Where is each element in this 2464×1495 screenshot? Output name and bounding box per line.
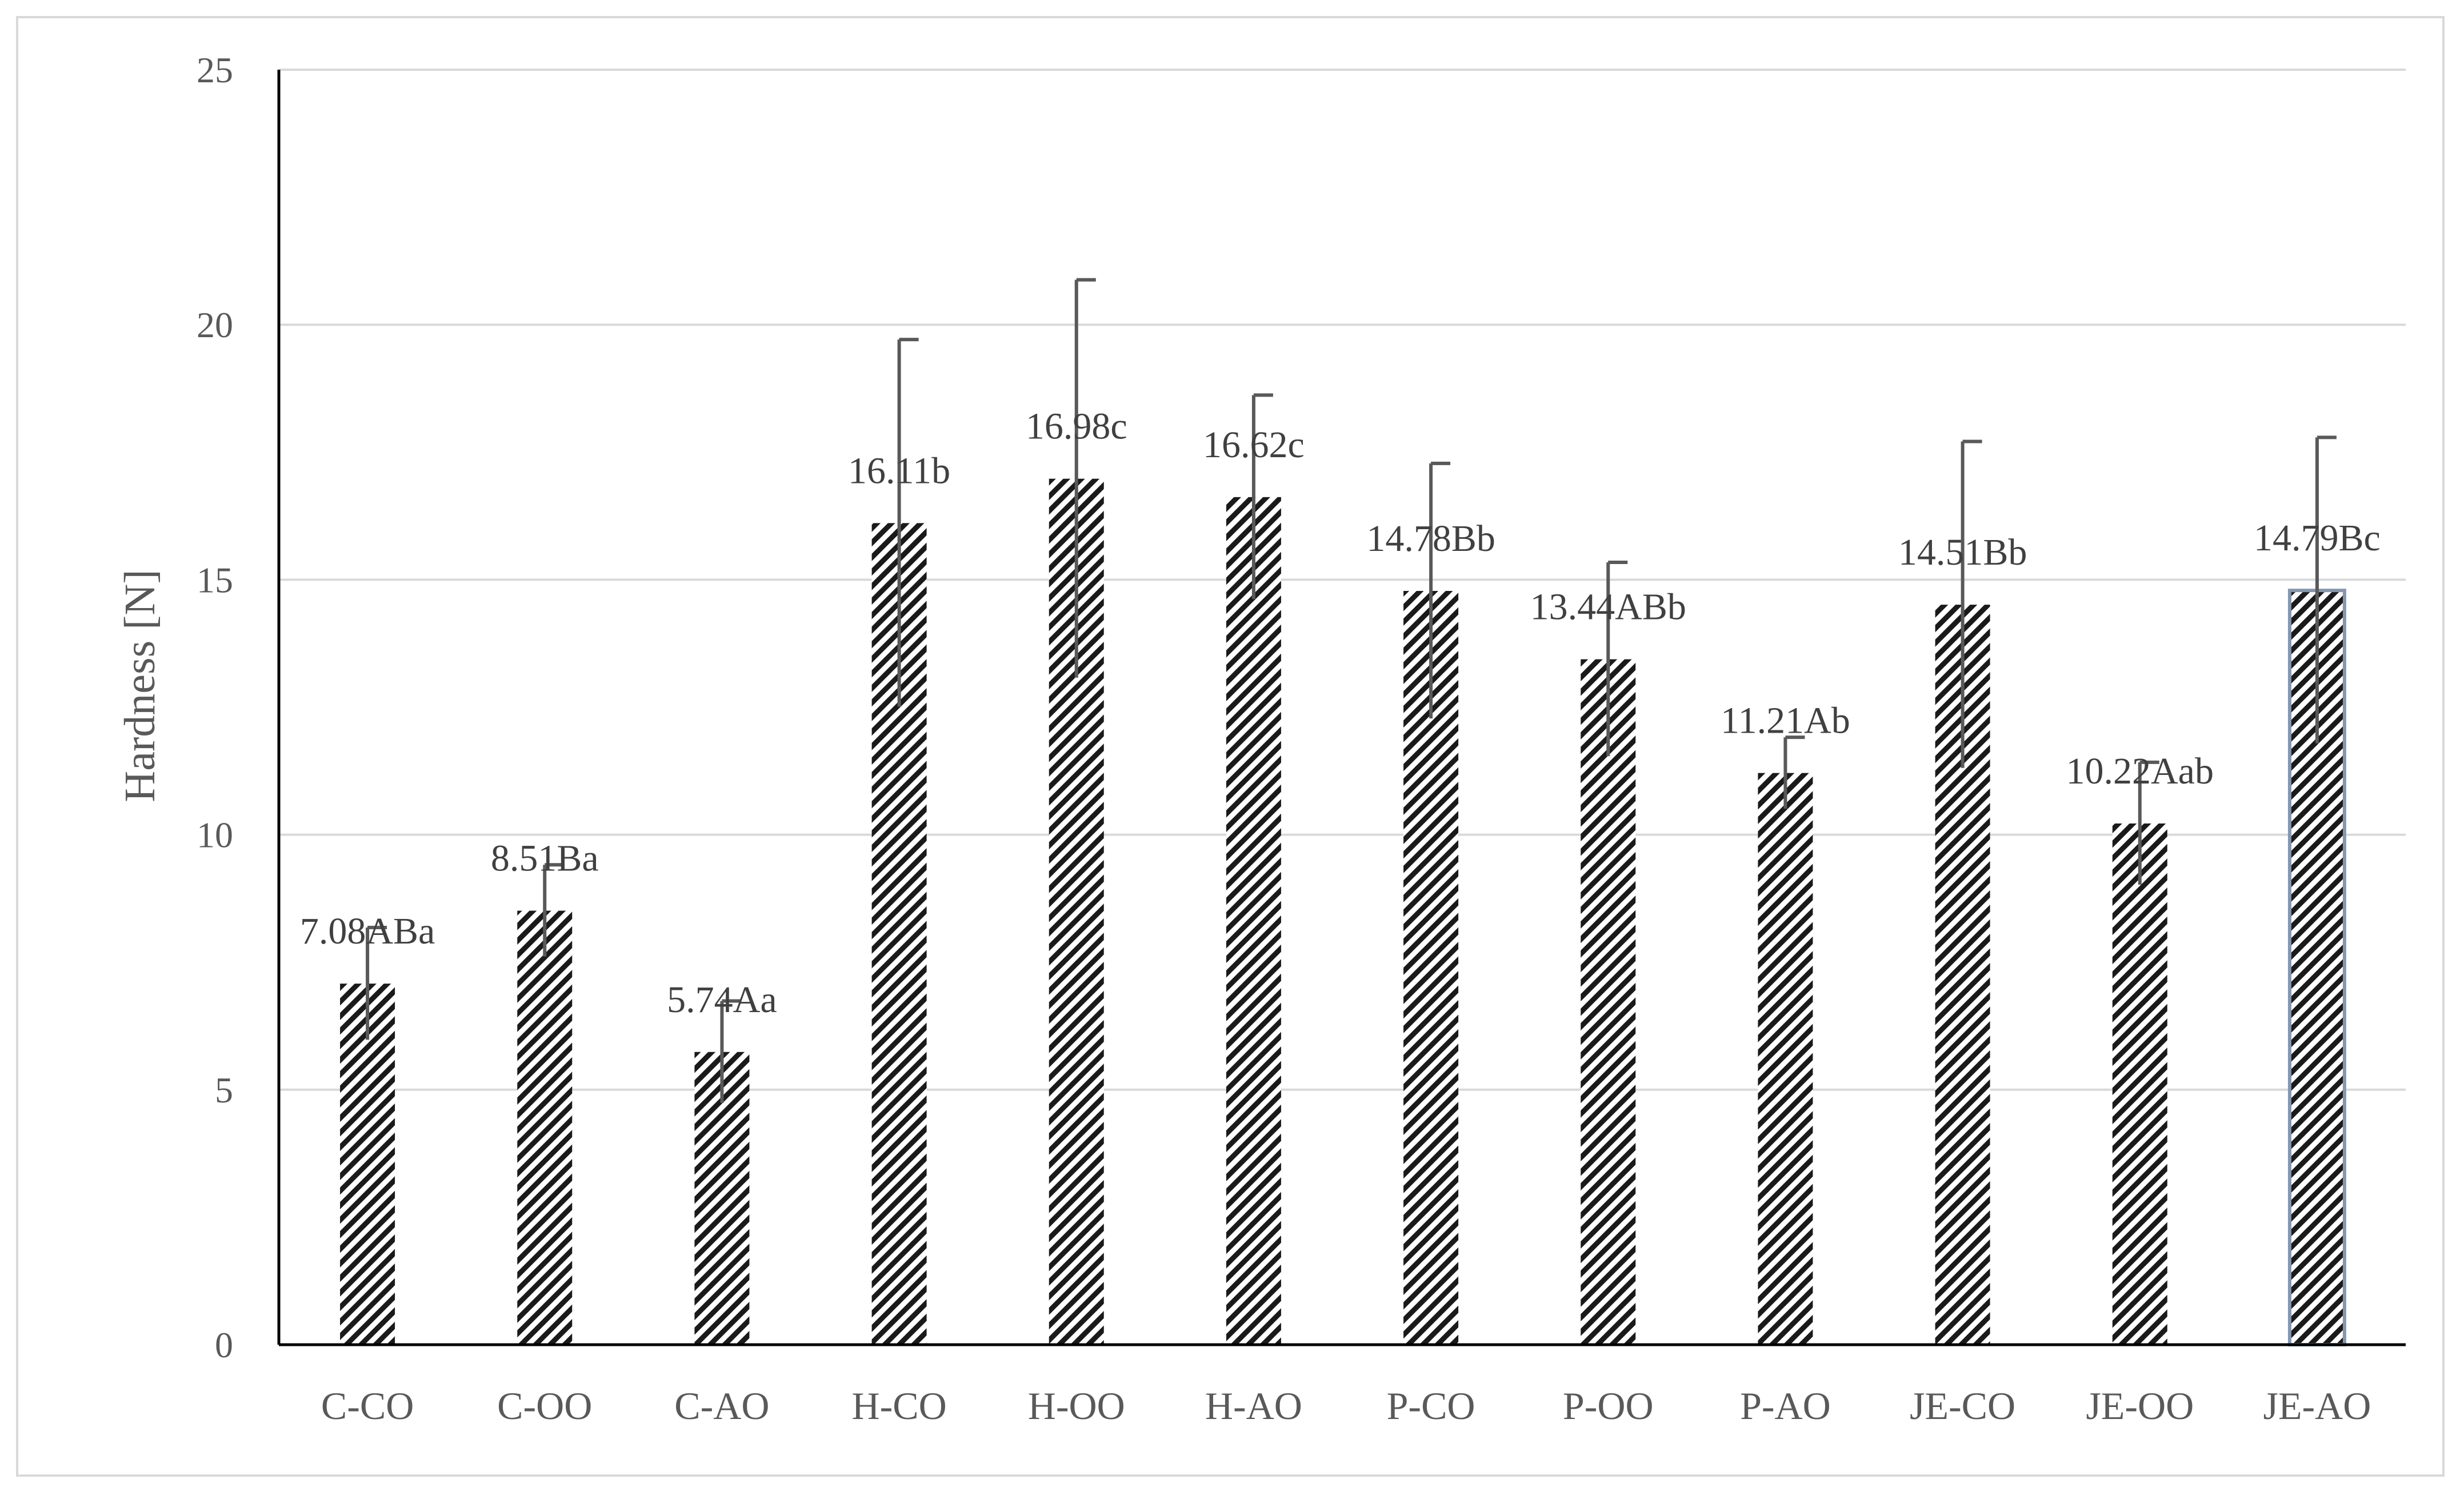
x-tick-label: P-AO	[1740, 1384, 1831, 1428]
data-label: 5.74Aa	[667, 979, 777, 1021]
data-label: 16.98c	[1026, 406, 1127, 447]
x-tick-label: JE-OO	[2086, 1384, 2194, 1428]
bar	[1758, 773, 1813, 1345]
error-bars	[366, 278, 2337, 1104]
x-tick-label: C-OO	[497, 1384, 592, 1428]
y-tick-label: 15	[197, 559, 233, 600]
data-label: 8.51Ba	[491, 838, 599, 880]
data-label: 14.79Bc	[2254, 517, 2381, 559]
bar	[1226, 497, 1281, 1345]
data-label: 14.51Bb	[1898, 531, 2027, 573]
bar	[2112, 823, 2167, 1345]
y-tick-label: 20	[197, 305, 233, 345]
x-tick-label: H-OO	[1028, 1384, 1125, 1428]
y-tick-label: 0	[215, 1325, 233, 1365]
x-tick-label: H-CO	[851, 1384, 946, 1428]
y-tick-label: 10	[197, 815, 233, 856]
y-tick-label: 5	[215, 1070, 233, 1110]
x-tick-label: C-CO	[321, 1384, 414, 1428]
y-tick-label: 25	[197, 50, 233, 90]
axes	[277, 70, 2406, 1346]
bars	[340, 478, 2346, 1346]
data-label: 11.21Ab	[1721, 700, 1850, 742]
x-tick-label: P-CO	[1387, 1384, 1475, 1428]
x-tick-label: JE-AO	[2263, 1384, 2371, 1428]
x-tick-label: H-AO	[1205, 1384, 1302, 1428]
data-label: 14.78Bb	[1366, 518, 1495, 559]
x-tick-label: P-OO	[1563, 1384, 1654, 1428]
gridlines	[279, 69, 2406, 1091]
y-axis-title: Hardness [N]	[116, 569, 164, 802]
data-label: 7.08ABa	[300, 910, 435, 952]
x-tick-label: JE-CO	[1910, 1384, 2015, 1428]
bar	[517, 910, 573, 1345]
bar	[340, 984, 395, 1345]
data-label: 16.62c	[1203, 424, 1305, 466]
x-tick-label: C-AO	[674, 1384, 769, 1428]
data-label: 13.44ABb	[1530, 586, 1686, 628]
labels: 0 5 10 15 20 25 7.08ABa C-CO 8.51Ba C-OO 5.74Aa C-A…	[197, 50, 2381, 1428]
data-label: 16.11b	[848, 450, 950, 491]
data-label: 10.22Aab	[2066, 750, 2214, 792]
bar	[1581, 659, 1636, 1345]
